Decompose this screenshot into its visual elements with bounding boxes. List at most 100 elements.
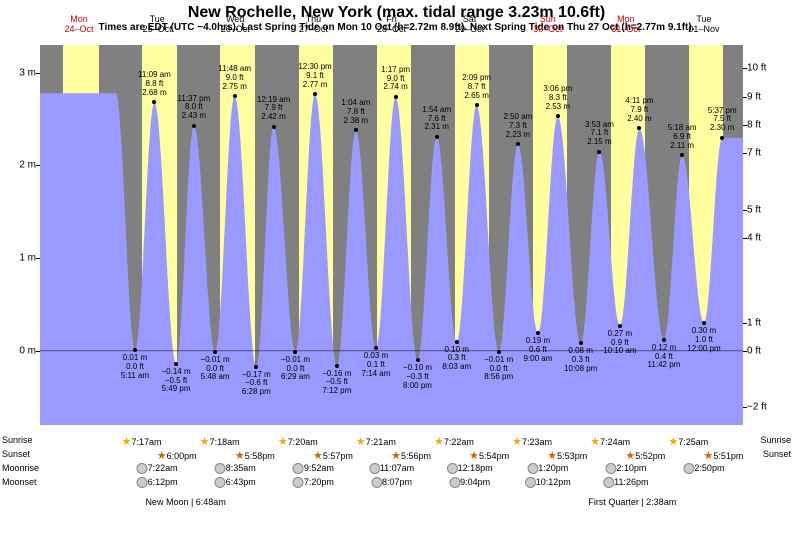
sunset-icon: ★ xyxy=(625,450,635,462)
tide-marker xyxy=(272,125,276,129)
low-tide-label: −0.10 m−0.3 ft8:00 pm xyxy=(403,364,432,390)
low-tide-label: 0.19 m0.6 ft9:00 am xyxy=(524,337,553,363)
sunset-icon: ★ xyxy=(704,450,714,462)
sunset-icon: ★ xyxy=(157,450,167,462)
y-tick-ft: 0 ft xyxy=(747,345,761,356)
low-tide-label: −0.14 m−0.5 ft5:49 pm xyxy=(161,368,190,394)
day-header: Mon24–Oct xyxy=(54,15,104,35)
tide-marker xyxy=(374,346,378,350)
sunmoon-value: 6:12pm xyxy=(137,477,178,488)
high-tide-label: 1:04 am7.8 ft2.38 m xyxy=(341,99,370,125)
moon-phase-label: First Quarter | 2:38am xyxy=(588,497,676,507)
low-tide-label: −0.01 m0.0 ft6:29 am xyxy=(281,356,310,382)
sunmoon-value: ★7:24am xyxy=(590,435,630,448)
tide-marker xyxy=(192,124,196,128)
tide-marker xyxy=(416,358,420,362)
sunmoon-value: ★5:58pm xyxy=(235,449,275,462)
moon-icon xyxy=(449,477,460,488)
tide-marker xyxy=(662,338,666,342)
y-tick-m: 1 m xyxy=(19,253,36,264)
moon-icon xyxy=(215,477,226,488)
low-tide-label: 0.27 m0.9 ft10:10 am xyxy=(603,330,636,356)
moon-icon xyxy=(215,463,226,474)
high-tide-label: 11:48 am9.0 ft2.75 m xyxy=(218,65,251,91)
sunmoon-value: 8:07pm xyxy=(371,477,412,488)
moon-icon xyxy=(369,463,380,474)
moon-icon xyxy=(137,463,148,474)
sunmoon-value: ★7:20am xyxy=(278,435,318,448)
tide-marker xyxy=(556,114,560,118)
low-tide-label: −0.01 m0.0 ft5:48 am xyxy=(201,356,230,382)
y-tick-ft: 5 ft xyxy=(747,204,761,215)
tide-marker xyxy=(579,341,583,345)
sunmoon-value: ★5:54pm xyxy=(469,449,509,462)
sunrise-icon: ★ xyxy=(590,436,600,448)
day-header: Thu27–Oct xyxy=(288,15,338,35)
low-tide-label: 0.30 m1.0 ft12:00 pm xyxy=(687,327,720,353)
day-header: Wed26–Oct xyxy=(210,15,260,35)
tide-chart: Mon24–OctTue25–OctWed26–OctThu27–OctFri2… xyxy=(40,45,743,425)
high-tide-label: 11:37 pm8.0 ft2.43 m xyxy=(177,95,210,121)
high-tide-label: 2:50 am7.3 ft2.23 m xyxy=(503,113,532,139)
sunmoon-value: 7:20pm xyxy=(293,477,334,488)
sunmoon-value: ★5:51pm xyxy=(704,449,744,462)
sunmoon-value: 11:26pm xyxy=(603,477,648,488)
sunmoon-value: 12:18pm xyxy=(447,463,493,474)
sunmoon-value: 10:12pm xyxy=(525,477,571,488)
tide-marker xyxy=(233,94,237,98)
y-axis-left: 0 m1 m2 m3 m xyxy=(0,45,40,425)
sunset-icon: ★ xyxy=(547,450,557,462)
low-tide-label: 0.01 m0.0 ft5:11 am xyxy=(121,354,149,380)
tide-marker xyxy=(313,92,317,96)
moon-icon xyxy=(293,477,304,488)
moon-icon xyxy=(137,477,148,488)
sunmoon-row-label: Sunrise xyxy=(2,435,33,445)
tide-marker xyxy=(354,128,358,132)
low-tide-label: −0.17 m−0.6 ft6:28 pm xyxy=(242,371,271,397)
sunrise-icon: ★ xyxy=(356,436,366,448)
sunmoon-value: 8:35am xyxy=(215,463,256,474)
day-header: Sun30–Oct xyxy=(523,15,573,35)
sunmoon-row-label: Sunrise xyxy=(760,435,791,445)
sunmoon-value: ★7:23am xyxy=(512,435,552,448)
moon-icon xyxy=(293,463,304,474)
sunmoon-value: ★7:21am xyxy=(356,435,396,448)
moon-icon xyxy=(605,463,616,474)
tide-marker xyxy=(455,340,459,344)
sunrise-icon: ★ xyxy=(200,436,210,448)
high-tide-label: 5:37 pm7.5 ft2.30 m xyxy=(708,107,737,133)
low-tide-label: 0.08 m0.3 ft10:08 pm xyxy=(564,347,597,373)
sunset-icon: ★ xyxy=(313,450,323,462)
day-header: Tue01–Nov xyxy=(679,15,729,35)
day-header: Sat29–Oct xyxy=(445,15,495,35)
y-axis-right: −2 ft0 ft1 ft4 ft5 ft7 ft8 ft9 ft10 ft xyxy=(743,45,793,425)
moon-icon xyxy=(603,477,614,488)
sunmoon-value: ★7:25am xyxy=(668,435,708,448)
y-tick-ft: 8 ft xyxy=(747,119,761,130)
tide-marker xyxy=(680,153,684,157)
sunmoon-value: 2:50pm xyxy=(683,463,724,474)
moon-icon xyxy=(525,477,536,488)
tide-marker xyxy=(637,126,641,130)
sunmoon-row-label: Sunset xyxy=(763,449,791,459)
tide-marker xyxy=(174,362,178,366)
low-tide-label: 0.03 m0.1 ft7:14 am xyxy=(362,352,391,378)
sunmoon-value: ★7:18am xyxy=(200,435,240,448)
low-tide-label: −0.16 m−0.5 ft7:12 pm xyxy=(322,370,351,396)
moon-icon xyxy=(527,463,538,474)
high-tide-label: 3:06 pm8.3 ft2.53 m xyxy=(543,85,572,111)
tide-marker xyxy=(394,95,398,99)
moon-phase-label: New Moon | 6:48am xyxy=(145,497,225,507)
high-tide-label: 1:17 pm9.0 ft2.74 m xyxy=(381,66,410,92)
tide-marker xyxy=(254,365,258,369)
sunrise-icon: ★ xyxy=(278,436,288,448)
moon-icon xyxy=(447,463,458,474)
sunmoon-row-label: Moonset xyxy=(2,477,37,487)
sunmoon-value: 2:10pm xyxy=(605,463,646,474)
high-tide-label: 4:11 pm7.9 ft2.40 m xyxy=(625,97,653,123)
sunset-icon: ★ xyxy=(469,450,479,462)
sunmoon-value: ★5:57pm xyxy=(313,449,353,462)
sunmoon-value: 6:43pm xyxy=(215,477,256,488)
sunmoon-value: ★5:56pm xyxy=(391,449,431,462)
y-tick-m: 2 m xyxy=(19,160,36,171)
